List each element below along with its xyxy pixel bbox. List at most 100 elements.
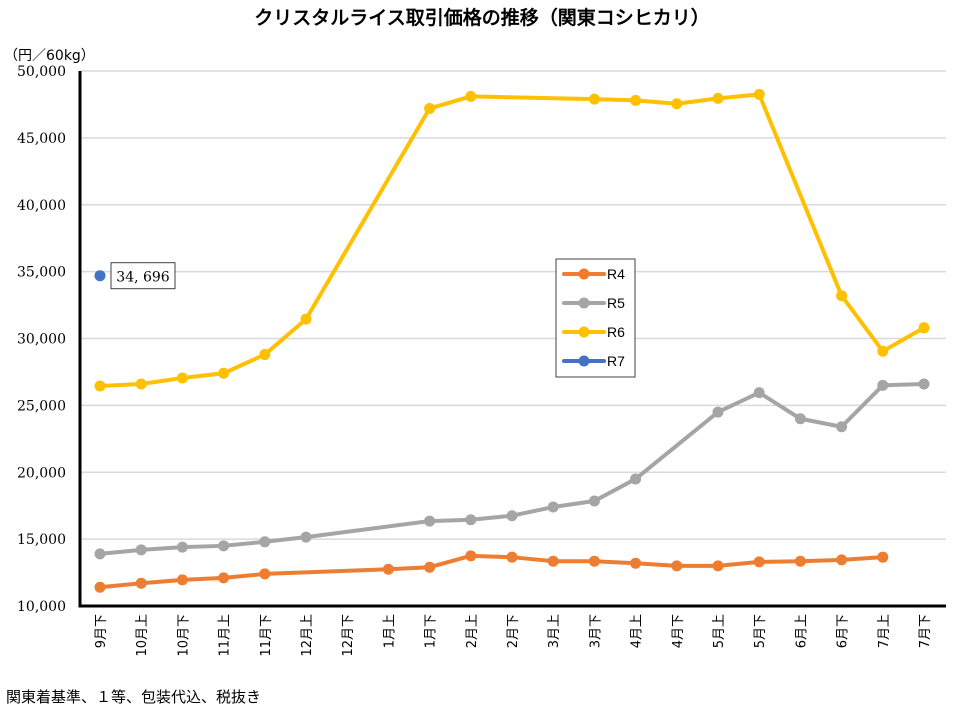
legend-label: R6	[607, 324, 625, 340]
data-point-R5	[300, 531, 312, 543]
x-tick-label: 6月下	[836, 614, 851, 648]
legend-marker	[578, 326, 590, 338]
series-R6	[94, 88, 930, 392]
y-tick-label: 25,000	[17, 398, 66, 414]
data-point-R6	[918, 322, 930, 334]
data-point-R6	[712, 92, 724, 104]
data-point-R5	[176, 541, 188, 553]
x-tick-label: 6月上	[794, 614, 809, 648]
data-point-R5	[753, 387, 765, 399]
legend-label: R5	[607, 295, 625, 311]
data-point-R5	[918, 378, 930, 390]
y-tick-label: 40,000	[17, 198, 66, 214]
series-R5	[94, 378, 930, 560]
data-point-R6	[300, 313, 312, 325]
legend: R4 R5 R6 R7	[555, 258, 636, 378]
legend-marker	[578, 268, 590, 280]
x-tick-label: 11月上	[218, 614, 233, 657]
data-point-R6	[135, 378, 147, 390]
data-point-R5	[218, 540, 230, 552]
data-point-R6	[630, 94, 642, 106]
axes	[78, 71, 946, 608]
x-tick-label: 5月下	[753, 614, 768, 648]
legend-label: R4	[607, 266, 625, 282]
footnote: 関東着基準、１等、包装代込、税抜き	[6, 688, 262, 706]
x-tick-label: 5月上	[712, 614, 727, 648]
x-tick-label: 10月上	[135, 614, 150, 657]
series-R4	[94, 550, 889, 593]
legend-item-R7: R7	[562, 353, 625, 369]
data-point-R4	[94, 581, 106, 593]
data-point-R6	[671, 98, 683, 110]
x-tick-label: 1月下	[424, 614, 439, 648]
x-tick-label: 12月上	[300, 614, 315, 657]
data-point-R5	[588, 495, 600, 507]
data-point-R6	[877, 345, 889, 357]
data-point-R4	[712, 560, 724, 572]
y-axis-ticks: 10,000 15,000 20,000 25,000 30,000 35,000 40,0…	[17, 64, 66, 615]
data-point-R6	[259, 349, 271, 361]
x-tick-label: 1月上	[382, 614, 397, 648]
data-point-R4	[836, 554, 848, 566]
data-point-R5	[836, 421, 848, 433]
data-point-R5	[135, 544, 147, 556]
x-tick-label: 7月下	[918, 614, 933, 648]
y-tick-label: 15,000	[17, 532, 66, 548]
data-point-R5	[424, 515, 436, 527]
data-label-box	[110, 262, 176, 290]
y-tick-label: 30,000	[17, 332, 66, 348]
data-point-R4	[506, 551, 518, 563]
chart-title: クリスタルライス取引価格の推移（関東コシヒカリ）	[254, 6, 709, 29]
data-point-R5	[94, 548, 106, 560]
x-tick-label: 12月下	[341, 614, 356, 657]
data-point-R6	[465, 90, 477, 102]
y-axis-unit-label: （円／60kg）	[4, 48, 95, 64]
data-point-R6	[836, 290, 848, 302]
data-point-R4	[218, 572, 230, 584]
legend-box	[555, 258, 636, 378]
x-tick-label: 7月上	[877, 614, 892, 648]
data-point-R4	[135, 577, 147, 589]
series-line-R5	[98, 381, 926, 556]
series-layer	[94, 88, 930, 593]
data-point-R7	[94, 270, 106, 282]
x-axis-ticks: 9月下 10月上 10月下 11月上 11月下 12月上 12月下 1月上 1月下 2月上 2月下 3…	[94, 614, 933, 657]
data-point-R4	[547, 555, 559, 567]
x-tick-label: 2月上	[465, 614, 480, 648]
data-point-R6	[176, 372, 188, 384]
annotation-layer: 34, 696	[110, 262, 176, 290]
data-point-R4	[588, 555, 600, 567]
legend-label: R7	[607, 353, 625, 369]
legend-item-R5: R5	[562, 295, 625, 311]
x-tick-label: 4月下	[671, 614, 686, 648]
data-point-R4	[259, 568, 271, 580]
data-point-R6	[424, 102, 436, 114]
data-point-R6	[218, 367, 230, 379]
data-point-R5	[794, 413, 806, 425]
x-tick-label: 10月下	[176, 614, 191, 657]
data-point-R6	[753, 88, 765, 100]
x-tick-label: 4月上	[630, 614, 645, 648]
data-label: 34, 696	[116, 270, 170, 286]
data-point-R4	[424, 561, 436, 573]
data-point-R4	[794, 555, 806, 567]
data-point-R4	[877, 551, 889, 563]
x-tick-label: 2月下	[506, 614, 521, 648]
data-point-R4	[176, 574, 188, 586]
data-point-R4	[382, 563, 394, 575]
data-point-R4	[465, 550, 477, 562]
data-point-R6	[588, 93, 600, 105]
y-tick-label: 10,000	[17, 599, 66, 615]
series-line-R6	[98, 92, 926, 388]
data-point-R5	[712, 406, 724, 418]
x-tick-label: 11月下	[259, 614, 274, 657]
legend-marker	[578, 297, 590, 309]
series-R7	[94, 270, 106, 282]
data-point-R5	[547, 501, 559, 513]
x-tick-label: 9月下	[94, 614, 109, 648]
data-point-R5	[877, 379, 889, 391]
gridlines	[80, 70, 946, 540]
y-tick-label: 50,000	[17, 64, 66, 80]
legend-marker	[578, 355, 590, 367]
